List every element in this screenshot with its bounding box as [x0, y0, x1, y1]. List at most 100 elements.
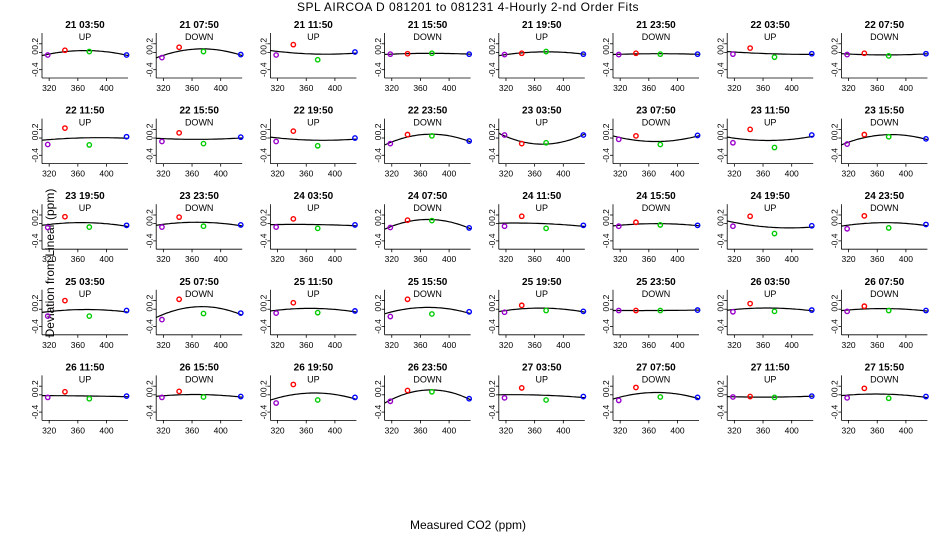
y-tick-label: 0: [601, 307, 611, 312]
y-tick-label: -0.4: [373, 319, 383, 334]
x-tick-label: 400: [556, 425, 570, 435]
data-point: [200, 48, 207, 55]
panel-title: 26 15:50: [179, 362, 219, 373]
data-point: [404, 50, 411, 57]
panel-title: 22 11:50: [66, 106, 105, 117]
data-point: [428, 311, 435, 317]
data-point: [404, 217, 411, 224]
x-tick-label: 320: [156, 340, 170, 350]
panel-direction-label: DOWN: [870, 289, 899, 299]
data-point: [615, 223, 622, 230]
x-tick-label: 360: [870, 254, 884, 264]
fit-curve: [270, 136, 357, 141]
panel-title: 24 03:50: [294, 191, 334, 202]
data-point: [923, 221, 929, 228]
x-tick-label: 400: [328, 254, 342, 264]
x-tick-label: 320: [841, 169, 855, 179]
panel-direction-label: UP: [307, 374, 320, 384]
panel-title: 24 23:50: [865, 191, 905, 202]
data-point: [885, 307, 892, 314]
y-tick-label: -0.4: [144, 148, 154, 163]
fit-curve: [41, 137, 129, 141]
fit-curve: [156, 393, 243, 398]
fit-curve: [841, 134, 928, 146]
data-point: [62, 297, 68, 304]
panel-direction-label: UP: [764, 118, 777, 128]
data-point: [747, 126, 754, 133]
fit-curve: [613, 309, 699, 312]
data-point: [923, 50, 929, 57]
fit-curve: [41, 222, 129, 228]
fit-curve: [727, 395, 814, 398]
panel-title: 21 11:50: [294, 20, 333, 31]
x-tick-label: 320: [156, 425, 170, 435]
y-tick-label: 0.2: [144, 123, 154, 135]
x-tick-label: 400: [442, 169, 456, 179]
panel-direction-label: DOWN: [870, 374, 899, 384]
x-tick-label: 320: [270, 169, 284, 179]
x-tick-label: 320: [156, 169, 170, 179]
fit-curve: [498, 307, 585, 313]
y-tick-label: 0: [601, 392, 611, 397]
y-tick-label: 0: [830, 392, 840, 397]
data-point: [290, 381, 297, 388]
panel-direction-label: UP: [764, 374, 777, 384]
x-tick-label: 400: [899, 254, 913, 264]
data-point: [159, 138, 165, 145]
data-point: [273, 52, 280, 58]
y-tick-label: 0.2: [830, 294, 840, 306]
y-tick-label: -0.4: [30, 404, 40, 419]
x-tick-label: 360: [71, 254, 85, 264]
panel-direction-label: UP: [79, 374, 92, 384]
panel-title: 21 15:50: [408, 20, 448, 31]
x-tick-label: 400: [214, 83, 228, 93]
x-tick-label: 360: [185, 340, 199, 350]
x-tick-label: 360: [528, 254, 542, 264]
x-tick-label: 400: [99, 83, 113, 93]
y-tick-label: 0.2: [487, 209, 497, 221]
data-point: [730, 139, 736, 146]
data-point: [387, 398, 394, 405]
data-point: [923, 393, 929, 400]
data-point: [352, 222, 358, 228]
y-tick-label: -0.4: [715, 404, 725, 419]
x-tick-label: 400: [556, 83, 570, 93]
data-point: [861, 303, 868, 310]
panel-direction-label: DOWN: [185, 289, 214, 299]
x-tick-label: 320: [270, 425, 284, 435]
x-tick-label: 320: [841, 425, 855, 435]
data-point: [290, 215, 297, 222]
panel-direction-label: UP: [764, 203, 777, 213]
panel-title: 27 11:50: [751, 362, 790, 373]
data-point: [771, 54, 778, 61]
x-tick-label: 360: [642, 169, 656, 179]
data-point: [314, 225, 321, 232]
x-tick-label: 360: [756, 254, 770, 264]
fit-curve: [384, 389, 471, 404]
y-tick-label: -0.4: [30, 62, 40, 77]
data-point: [730, 394, 736, 400]
fit-curve: [727, 51, 814, 55]
x-tick-label: 320: [499, 340, 513, 350]
x-tick-label: 360: [71, 83, 85, 93]
panel-title: 26 11:50: [66, 362, 105, 373]
y-tick-label: -0.4: [487, 62, 497, 77]
y-tick-label: 0: [715, 307, 725, 312]
data-point: [657, 307, 664, 314]
x-tick-label: 360: [413, 169, 427, 179]
y-tick-label: -0.4: [30, 148, 40, 163]
data-point: [844, 51, 851, 58]
data-point: [861, 212, 868, 219]
data-point: [237, 134, 244, 141]
x-tick-label: 320: [42, 169, 56, 179]
data-point: [615, 307, 622, 314]
y-tick-label: 0.2: [830, 209, 840, 221]
